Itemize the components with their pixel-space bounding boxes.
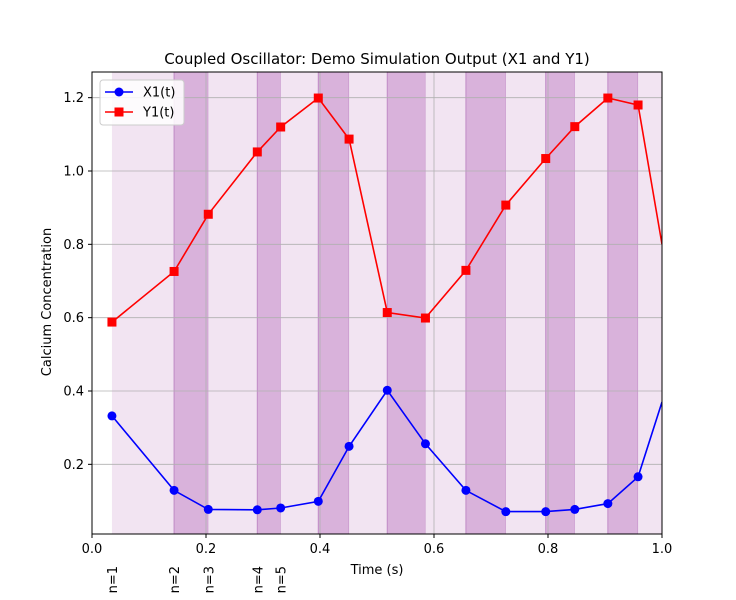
x1-point-2	[169, 485, 179, 495]
y1-point-1	[107, 317, 117, 327]
shaded-band-12	[545, 71, 576, 535]
x1-point-9	[420, 439, 430, 449]
y1-point-6	[313, 93, 323, 103]
x-tick-label-1: 0.2	[196, 542, 217, 557]
x1-point-3	[203, 504, 213, 514]
shaded-band-2	[173, 71, 209, 535]
y1-point-13	[570, 122, 580, 132]
shaded-band-1	[111, 72, 175, 534]
shaded-band-3	[208, 72, 258, 534]
cycle-marker-label-1: n=1	[106, 566, 121, 593]
y-tick-label-0: 0.2	[63, 458, 84, 473]
x1-point-10	[461, 485, 471, 495]
shaded-band-7	[349, 72, 388, 534]
y-tick-label-2: 0.6	[63, 311, 84, 326]
x1-point-4	[252, 505, 262, 515]
y1-point-9	[420, 313, 430, 323]
x1-point-7	[344, 441, 354, 451]
y1-point-3	[203, 209, 213, 219]
x-tick-label-2: 0.4	[310, 542, 331, 557]
legend-label-x1: X1(t)	[143, 86, 175, 101]
y1-point-10	[461, 265, 471, 275]
x1-point-15	[633, 472, 643, 482]
x1-point-11	[501, 507, 511, 517]
legend-marker-y1	[114, 107, 124, 117]
plot-frame	[91, 71, 663, 535]
y1-point-12	[541, 154, 551, 164]
x1-point-8	[382, 385, 392, 395]
x1-series-line	[111, 388, 662, 513]
y-tick-label-5: 1.2	[63, 91, 84, 106]
cycle-marker-label-2: n=2	[168, 566, 183, 593]
y1-point-8	[382, 308, 392, 318]
cycle-markers: n=1 n=2 n=3 n=4 n=5	[106, 566, 290, 593]
shaded-band-11	[505, 72, 546, 534]
x-tick-label-4: 0.8	[538, 542, 559, 557]
x-tick-label-0: 0.0	[82, 542, 103, 557]
shaded-band-5	[280, 72, 319, 534]
y1-point-5	[276, 122, 286, 132]
shaded-band-13	[574, 72, 608, 534]
y1-series-line	[111, 96, 662, 323]
y1-point-2	[169, 266, 179, 276]
shaded-bands	[111, 71, 662, 535]
y1-point-15	[633, 100, 643, 110]
cycle-marker-label-4: n=4	[251, 566, 266, 593]
y-tick-label-4: 1.0	[63, 165, 84, 180]
series-markers	[107, 93, 643, 517]
x-axis-label: Time (s)	[350, 563, 404, 578]
shaded-band-10	[465, 71, 507, 535]
cycle-marker-label-3: n=3	[202, 566, 217, 593]
y-tick-label-1: 0.4	[63, 385, 84, 400]
y1-point-11	[501, 200, 511, 210]
y1-point-4	[252, 147, 262, 157]
y1-point-7	[344, 134, 354, 144]
y-axis-label: Calcium Concentration	[40, 228, 55, 376]
legend-marker-x1	[114, 87, 124, 97]
x1-point-6	[313, 496, 323, 506]
shaded-band-9	[425, 72, 466, 534]
x-axis: 0.0 0.2 0.4 0.6 0.8 1.0	[82, 534, 673, 557]
y-axis: 0.2 0.4 0.6 0.8 1.0 1.2	[63, 91, 92, 473]
cycle-marker-label-5: n=5	[275, 566, 290, 593]
y1-point-14	[603, 93, 613, 103]
legend: X1(t) Y1(t)	[99, 79, 185, 126]
y-tick-label-3: 0.8	[63, 238, 84, 253]
x-tick-label-3: 0.6	[424, 542, 445, 557]
chart-title: Coupled Oscillator: Demo Simulation Outp…	[164, 50, 590, 68]
x1-point-13	[570, 504, 580, 514]
x1-point-1	[107, 411, 117, 421]
shaded-band-8	[386, 71, 426, 535]
x1-point-14	[603, 499, 613, 509]
x1-point-12	[541, 507, 551, 517]
legend-label-y1: Y1(t)	[142, 106, 174, 121]
series-layer	[111, 96, 662, 513]
x-tick-label-5: 1.0	[652, 542, 673, 557]
shaded-band-14	[607, 71, 639, 535]
x1-point-5	[276, 503, 286, 513]
